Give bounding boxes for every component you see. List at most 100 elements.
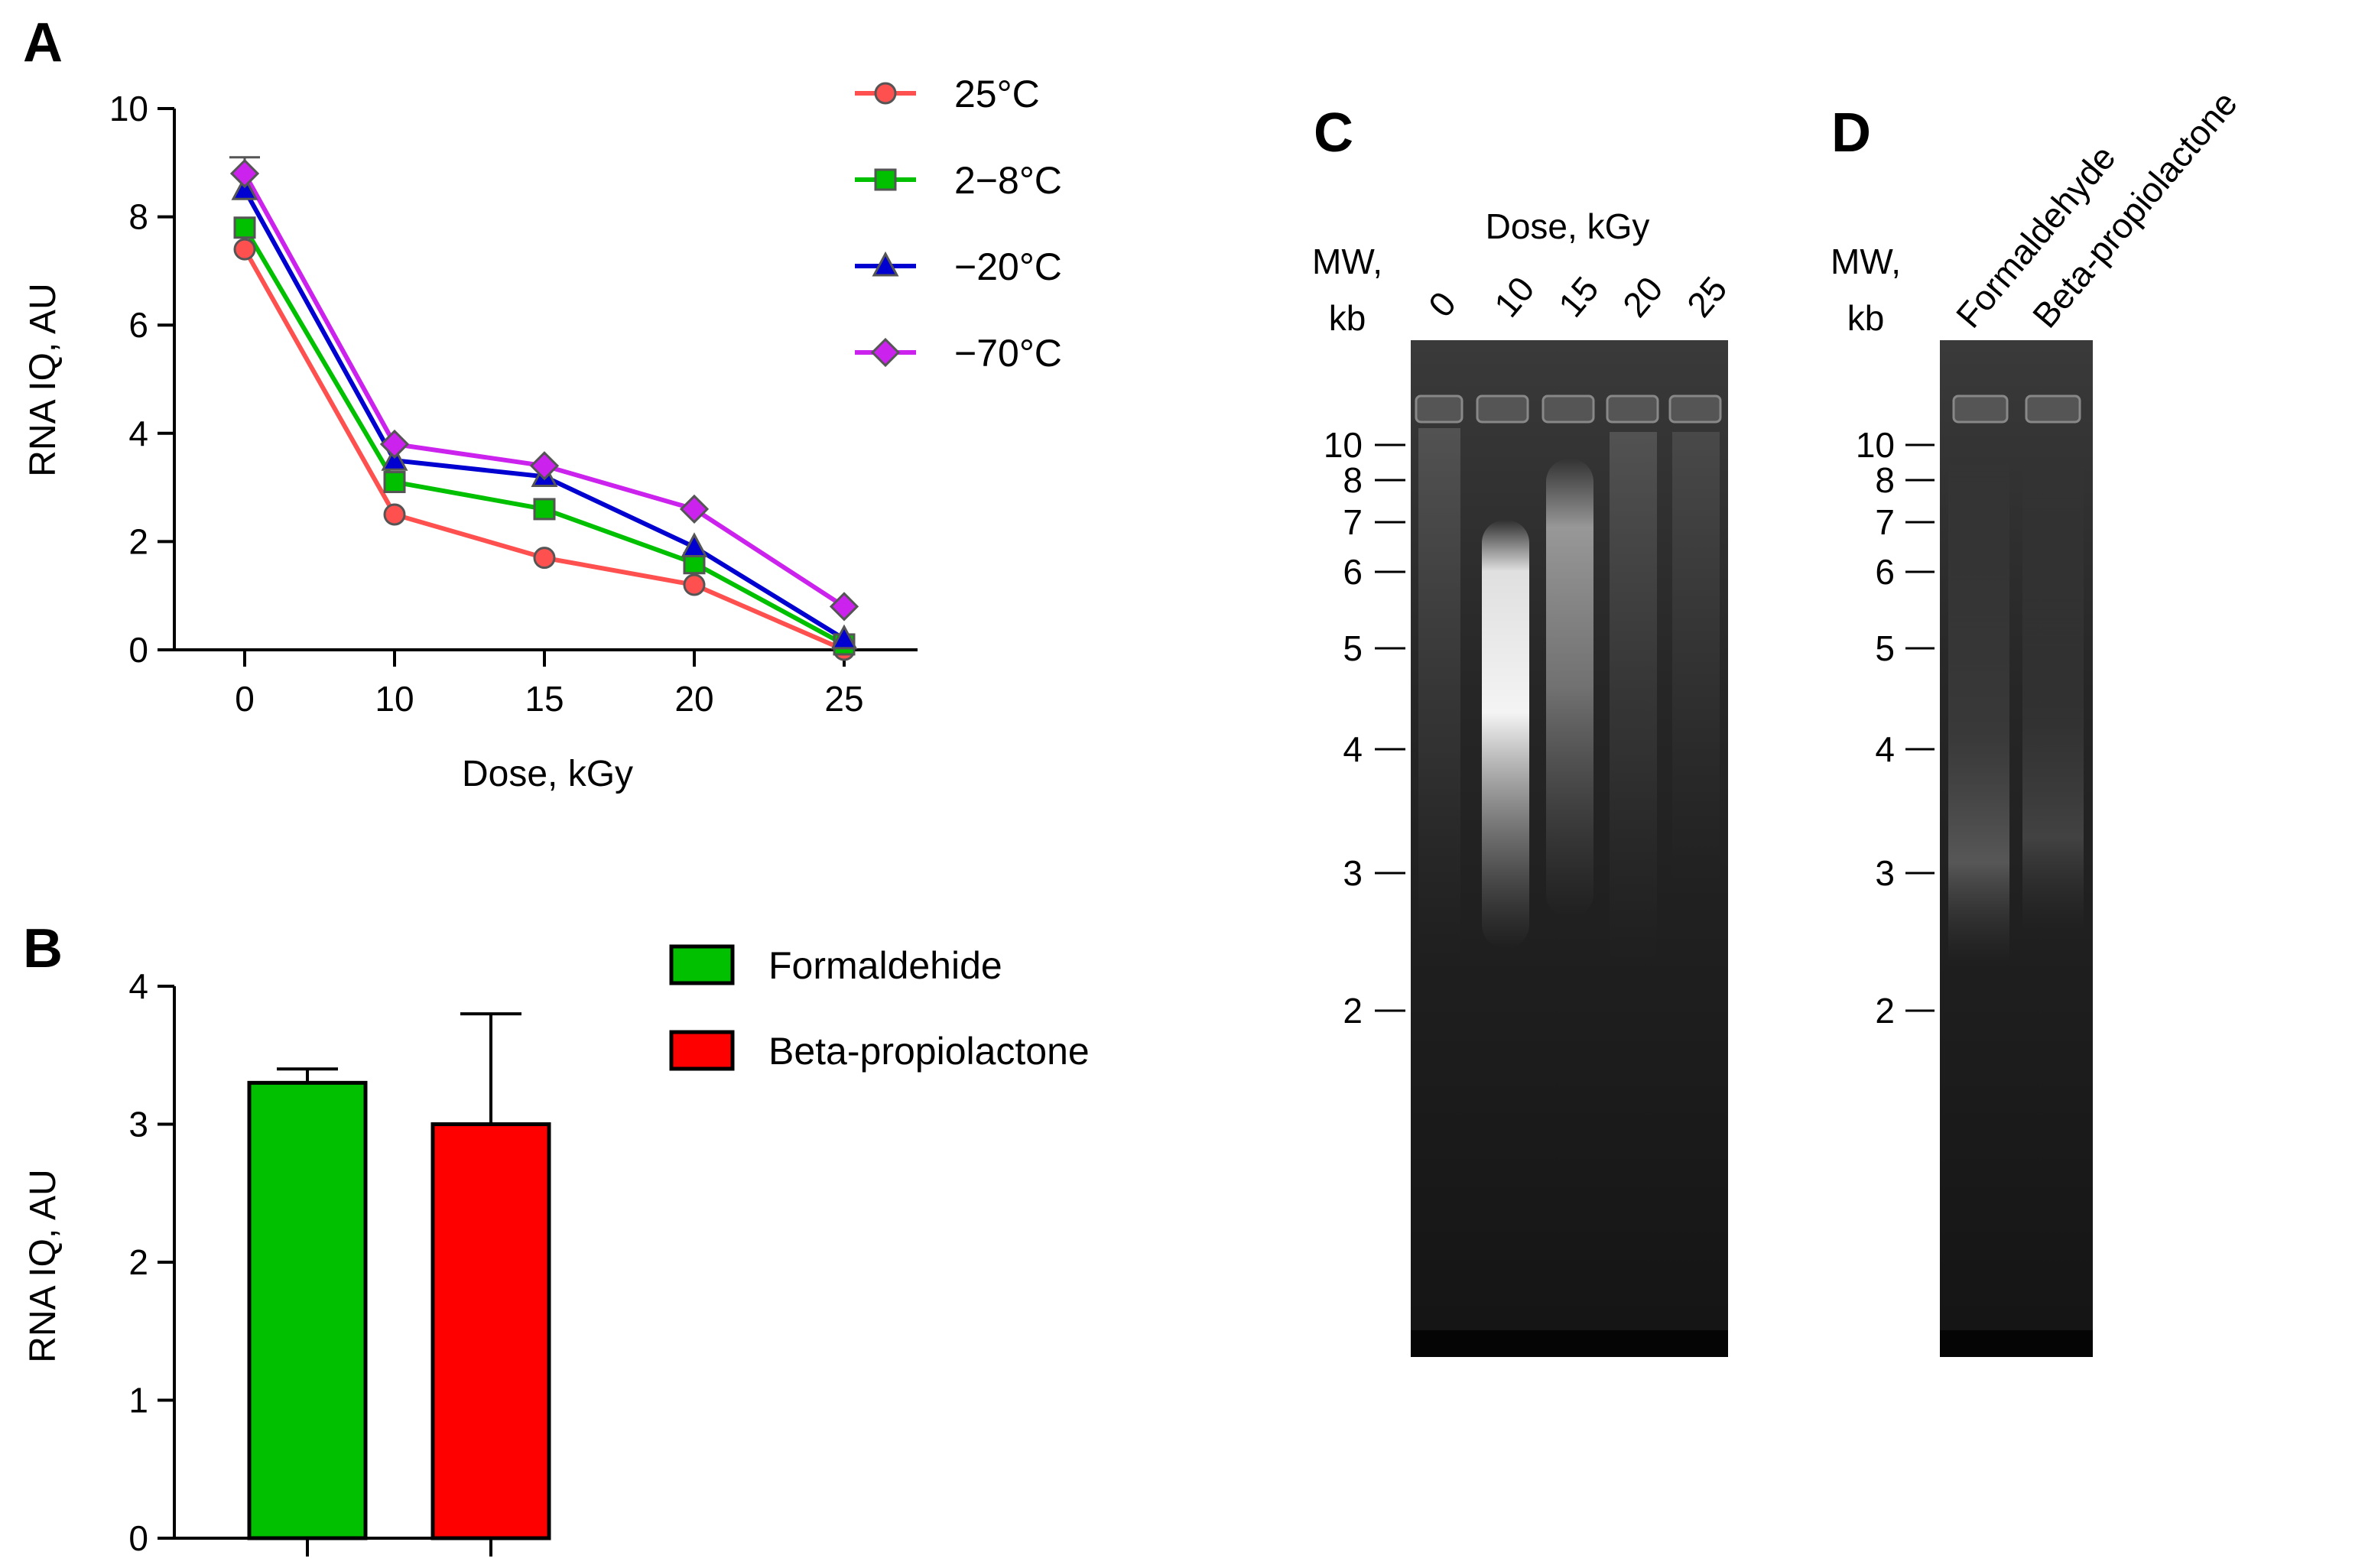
chart-a-legend-label-3: −70°C	[954, 332, 1062, 375]
chart-b-y-tick-label: 3	[128, 1105, 148, 1144]
gel-c-smear	[1482, 520, 1529, 948]
gel-c-lane-label-0: 0	[1421, 284, 1464, 324]
chart-a-series-lines	[242, 172, 846, 652]
chart-a-point-s0-3	[683, 573, 706, 596]
panel-letter-d: D	[1831, 102, 1871, 164]
chart-a-point-s0-2	[533, 547, 556, 570]
chart-a-axes: 0 2 4 6 8 10 0 10 15 20 25	[109, 89, 918, 719]
gel-d-smear	[2022, 459, 2084, 933]
gel-c-smear	[1546, 459, 1593, 917]
gel-c-well	[1606, 394, 1659, 424]
gel-d-marker-label-6: 3	[1875, 853, 1895, 893]
gel-d-marker-label-5: 4	[1875, 729, 1895, 769]
gel-c-lane-label-1: 10	[1486, 269, 1542, 325]
chart-a-point-s3-1	[379, 429, 410, 459]
chart-a-y-tick-label: 10	[109, 89, 148, 128]
gel-d-mw-label: MW,	[1831, 242, 1901, 281]
gel-c-marker-label-6: 3	[1343, 853, 1363, 893]
gel-c-well	[1668, 394, 1722, 424]
chart-a-point-s2-4	[830, 624, 858, 650]
gel-c-smears	[1418, 428, 1720, 967]
gel-d-smear	[1948, 459, 2009, 963]
chart-a-legend-marker-2	[872, 251, 899, 277]
chart-b-legend-label-0: Formaldehide	[768, 944, 1002, 987]
panel-letter-b: B	[23, 918, 63, 979]
chart-a-legend-label-1: 2−8°C	[954, 159, 1062, 202]
gel-d-wells	[1952, 394, 2081, 424]
chart-a-line-2	[242, 188, 846, 641]
panel-d: D MW, kb FormaldehydeBeta-propiolactone …	[1831, 83, 2245, 1357]
chart-a-point-s2-1	[381, 446, 408, 471]
gel-c-well	[1541, 394, 1595, 424]
chart-b-bars	[247, 1080, 551, 1540]
chart-a-point-s3-3	[679, 494, 710, 524]
chart-b-bar-0	[247, 1080, 368, 1540]
chart-a-point-s2-0	[231, 175, 258, 200]
chart-a-point-s0-0	[233, 238, 256, 261]
chart-a-point-s1-0	[233, 216, 256, 239]
gel-d-well	[1952, 394, 2009, 424]
gel-d-marker-label-7: 2	[1875, 991, 1895, 1031]
chart-a-x-tick-label: 0	[235, 679, 255, 719]
chart-b-legend: Formaldehide Beta-propiolactone	[669, 944, 1090, 1073]
chart-a-line-0	[242, 248, 846, 652]
gel-c-lane-label-4: 25	[1679, 269, 1735, 325]
chart-b-y-tick-label: 4	[128, 966, 148, 1006]
gel-c-lane-label-3: 20	[1615, 269, 1671, 325]
gel-c-smear	[1610, 432, 1657, 967]
chart-a-legend-label-2: −20°C	[954, 245, 1062, 288]
gel-d-marker-label-1: 8	[1875, 460, 1895, 500]
chart-a-legend: 25°C 2−8°C −20°C −70°C	[855, 73, 1062, 375]
chart-a-point-s3-2	[529, 451, 560, 481]
chart-b-y-tick-label: 2	[128, 1242, 148, 1282]
chart-a-y-tick-label: 6	[128, 305, 148, 345]
chart-a-y-tick-label: 4	[128, 414, 148, 453]
chart-a-ylabel: RNA IQ, AU	[23, 283, 63, 476]
chart-b-ylabel: RNA IQ, AU	[23, 1169, 63, 1362]
chart-b-legend-label-1: Beta-propiolactone	[768, 1030, 1090, 1073]
gel-d-kb-label: kb	[1847, 298, 1885, 338]
gel-d-smears	[1948, 459, 2084, 963]
chart-a-points	[229, 158, 859, 661]
chart-a-point-s1-1	[383, 471, 406, 494]
chart-a-x-tick-label: 10	[375, 679, 414, 719]
chart-a-x-tick-label: 25	[824, 679, 863, 719]
gel-c-marker-label-4: 5	[1343, 628, 1363, 668]
gel-c-smear	[1672, 432, 1720, 891]
gel-d-marker-label-3: 6	[1875, 552, 1895, 592]
gel-d-well	[2025, 394, 2081, 424]
chart-b-y-tick-label: 0	[128, 1518, 148, 1558]
chart-a-point-s2-3	[681, 532, 708, 557]
gel-c-smear	[1418, 428, 1460, 963]
chart-a-point-s3-0	[229, 158, 260, 189]
gel-c-marker-label-2: 7	[1343, 502, 1363, 542]
gel-c-marker-label-5: 4	[1343, 729, 1363, 769]
panel-b: B RNA IQ, AU 0 1 2 3 4 Formaldehide Beta-prop…	[23, 918, 1090, 1558]
chart-a-line-3	[242, 172, 846, 609]
gel-c-marker-label-0: 10	[1324, 425, 1363, 465]
chart-a-legend-marker-3	[870, 337, 901, 368]
gel-c-wells	[1415, 394, 1722, 424]
gel-c-well	[1476, 394, 1529, 424]
chart-b-bar-1	[430, 1122, 551, 1540]
gel-c-well	[1415, 394, 1464, 424]
gel-c-mw-label: MW,	[1312, 242, 1382, 281]
chart-b-legend-swatch-1	[669, 1030, 735, 1071]
chart-b-legend-swatch-0	[669, 944, 735, 985]
gel-c-bottom-band	[1411, 1330, 1728, 1357]
chart-a-y-tick-label: 8	[128, 197, 148, 237]
gel-d-marker-label-0: 10	[1856, 425, 1895, 465]
chart-a-point-s0-1	[383, 503, 406, 526]
gel-c-marker-label-3: 6	[1343, 552, 1363, 592]
chart-a-y-tick-label: 0	[128, 630, 148, 670]
gel-c-lane-label-2: 15	[1551, 269, 1606, 325]
chart-a-legend-label-0: 25°C	[954, 73, 1040, 115]
chart-a-point-s1-2	[533, 498, 556, 521]
panel-letter-c: C	[1314, 102, 1353, 164]
